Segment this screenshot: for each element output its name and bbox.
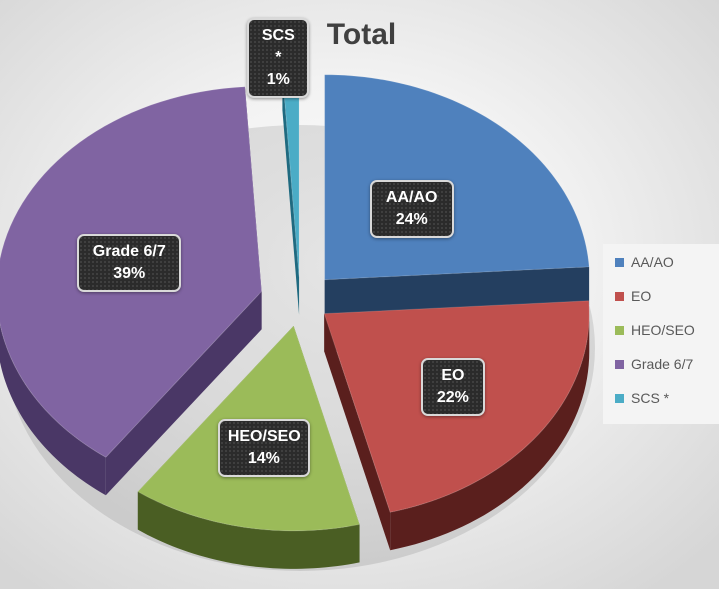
legend-label: Grade 6/7 xyxy=(631,356,694,372)
pie-slice-rim xyxy=(137,491,360,569)
data-label: Grade 6/7 39% xyxy=(77,233,182,292)
data-label-value: 24% xyxy=(395,210,428,228)
pie-slice-wall xyxy=(105,291,262,496)
legend-swatch xyxy=(615,393,624,403)
legend-swatch xyxy=(615,257,624,267)
pie-slice-aa-ao xyxy=(324,74,590,318)
data-label: HEO/SEO 14% xyxy=(217,418,310,477)
data-label-value: 1% xyxy=(266,70,290,88)
legend-label: SCS * xyxy=(631,390,670,406)
data-label-value: 22% xyxy=(436,388,469,406)
pie-slice-rim xyxy=(0,324,106,496)
legend-item: AA/AO xyxy=(615,252,674,272)
data-label: AA/AO 24% xyxy=(369,179,454,238)
legend-swatch xyxy=(615,291,624,301)
data-label-category: HEO/SEO xyxy=(227,427,301,445)
pie-slice-wall xyxy=(282,72,300,315)
data-label-category: EO xyxy=(441,366,465,384)
legend-item: SCS * xyxy=(615,388,669,408)
legend-label: AA/AO xyxy=(631,254,674,270)
data-label-category: AA/AO xyxy=(385,188,438,206)
pie-slice-top xyxy=(324,74,590,281)
legend: AA/AO EO HEO/SEO Grade 6/7 SCS * xyxy=(603,244,719,424)
data-label-category: SCS * xyxy=(261,26,295,66)
data-label: EO 22% xyxy=(420,357,485,416)
data-label-value: 39% xyxy=(113,264,146,282)
data-label-category: Grade 6/7 xyxy=(92,242,166,260)
data-label-value: 14% xyxy=(247,449,280,467)
legend-swatch xyxy=(615,325,624,335)
data-label: SCS * 1% xyxy=(247,17,310,98)
pie-slice-heo-seo xyxy=(137,324,361,569)
legend-item: HEO/SEO xyxy=(615,320,695,340)
chart-title: Total xyxy=(326,18,397,51)
legend-item: EO xyxy=(615,286,651,306)
legend-swatch xyxy=(615,359,624,369)
legend-item: Grade 6/7 xyxy=(615,354,693,374)
legend-label: HEO/SEO xyxy=(631,322,695,338)
legend-label: EO xyxy=(631,288,652,304)
pie-slice-wall xyxy=(324,313,391,551)
pie-slice-rim xyxy=(390,313,590,551)
